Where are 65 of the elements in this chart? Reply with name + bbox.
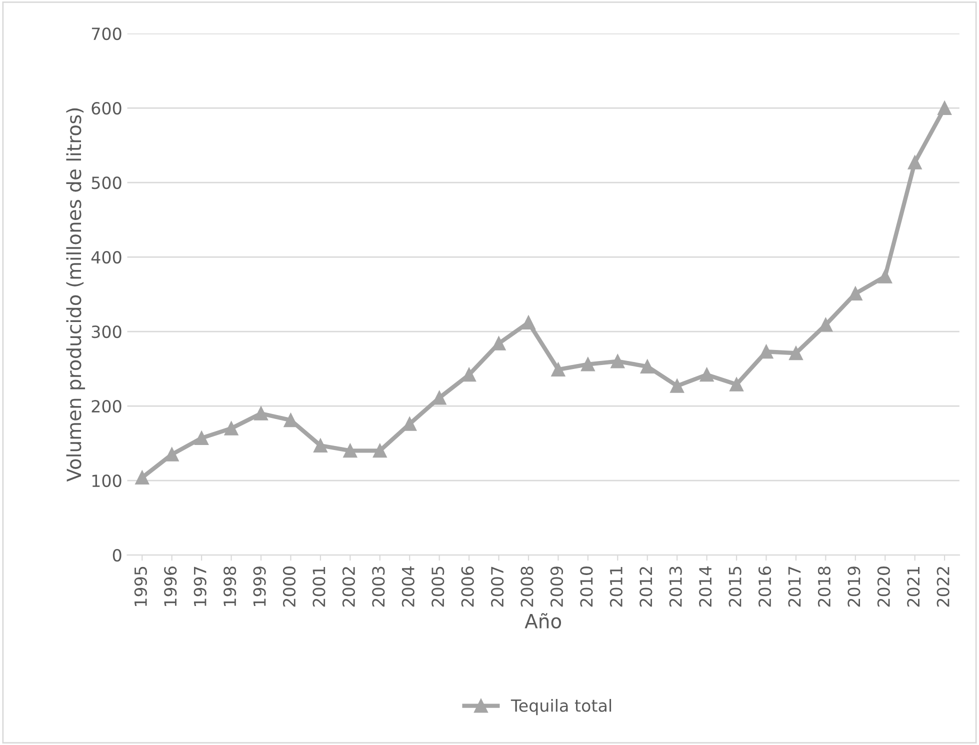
y-axis-title: Volumen producido (millones de litros) [66, 108, 86, 482]
point [462, 368, 476, 382]
point [878, 269, 892, 284]
x-tick-label: 1999 [253, 566, 266, 606]
y-tick-label: 700 [92, 27, 122, 40]
point [908, 155, 922, 170]
x-tick-label: 2018 [818, 566, 831, 607]
y-tick-label: 200 [92, 400, 122, 413]
point [640, 360, 654, 374]
y-tick-label: 400 [91, 250, 122, 264]
point [284, 413, 298, 428]
point [254, 406, 268, 420]
x-tick-label: 2013 [669, 566, 682, 607]
x-tick-label: 2000 [282, 566, 296, 607]
point [730, 377, 744, 392]
x-tick-label: 1998 [224, 566, 236, 606]
y-tick-label: 300 [92, 325, 122, 338]
point [164, 448, 179, 462]
x-tick-label: 2017 [788, 566, 801, 607]
x-tick-label: 2016 [758, 566, 772, 607]
point [580, 357, 595, 372]
y-tick-label: 500 [92, 176, 122, 190]
point [314, 438, 328, 452]
x-tick-label: 2022 [936, 567, 950, 607]
point [224, 421, 238, 436]
x-tick-label: 2002 [342, 567, 356, 607]
x-tick-label: 2012 [640, 567, 652, 607]
point [848, 286, 862, 300]
point [759, 344, 774, 359]
point [938, 101, 952, 115]
legend-label: Tequila total [510, 698, 612, 716]
x-tick-label: 2007 [490, 566, 504, 607]
x-tick-label: 2010 [580, 566, 593, 607]
point [551, 362, 566, 376]
x-tick-label: 2014 [699, 566, 712, 607]
point [492, 336, 506, 350]
x-tick-label: 2005 [432, 566, 444, 607]
x-tick-label: 2015 [728, 566, 742, 607]
point [670, 378, 684, 393]
x-tick-label: 1995 [134, 566, 147, 606]
x-tick-label: 2009 [550, 566, 564, 607]
x-tick-label: 2001 [312, 566, 326, 607]
x-tick-label: 2006 [461, 566, 474, 607]
point [343, 444, 358, 458]
x-tick-label: 2020 [877, 566, 890, 607]
x-tick-label: 1996 [164, 566, 177, 606]
y-tick-label: 0 [112, 548, 122, 562]
point [700, 368, 714, 382]
x-tick-label: 2003 [372, 566, 385, 607]
x-tick-label: 2021 [907, 566, 920, 607]
point [194, 431, 209, 446]
point [135, 470, 150, 484]
point [522, 316, 536, 330]
x-tick-label: 1997 [194, 566, 206, 606]
x-tick-label: 2011 [610, 566, 622, 607]
x-tick-label: 2004 [402, 566, 414, 607]
point [789, 346, 803, 360]
point [818, 318, 833, 332]
point [610, 354, 625, 368]
y-tick-label: 100 [92, 474, 122, 488]
x-tick-label: 2019 [848, 566, 860, 607]
x-axis-title: Año [524, 613, 562, 628]
point [372, 444, 387, 458]
x-tick-label: 2008 [520, 566, 534, 607]
y-tick-label: 600 [92, 102, 122, 115]
